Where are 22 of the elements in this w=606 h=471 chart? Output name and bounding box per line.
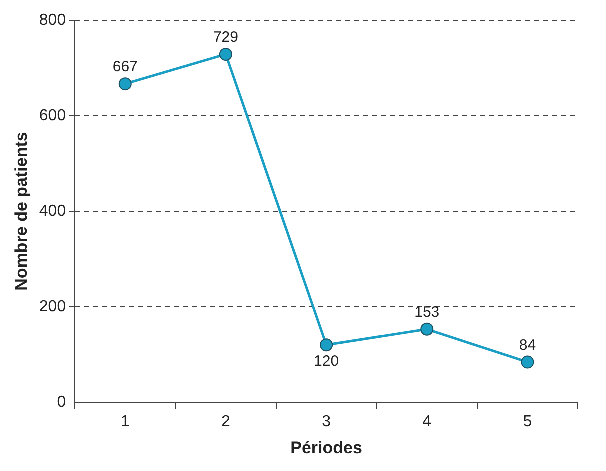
x-tick-label: 1 xyxy=(120,413,130,430)
x-axis-title: Périodes xyxy=(290,438,362,458)
y-tick-label: 400 xyxy=(39,202,66,220)
point xyxy=(420,322,434,336)
data-label: 120 xyxy=(314,352,340,370)
data-label: 153 xyxy=(414,304,440,322)
x-tick-label: 5 xyxy=(523,413,532,430)
y-tick-label: 600 xyxy=(39,107,66,124)
point xyxy=(118,78,132,91)
data-label: 729 xyxy=(213,29,238,46)
point xyxy=(320,338,334,352)
x-tick-label: 3 xyxy=(322,413,332,430)
y-tick-label: 0 xyxy=(57,394,66,411)
y-axis-title: Nombre de patients xyxy=(12,132,31,291)
point xyxy=(521,356,534,369)
y-tick-label: 800 xyxy=(39,12,66,30)
data-label: 667 xyxy=(112,58,138,76)
y-tick-label: 200 xyxy=(39,298,66,316)
x-tick-label: 4 xyxy=(422,413,432,430)
data-label: 84 xyxy=(519,336,536,354)
x-tick-label: 2 xyxy=(222,413,231,430)
point xyxy=(219,48,232,61)
